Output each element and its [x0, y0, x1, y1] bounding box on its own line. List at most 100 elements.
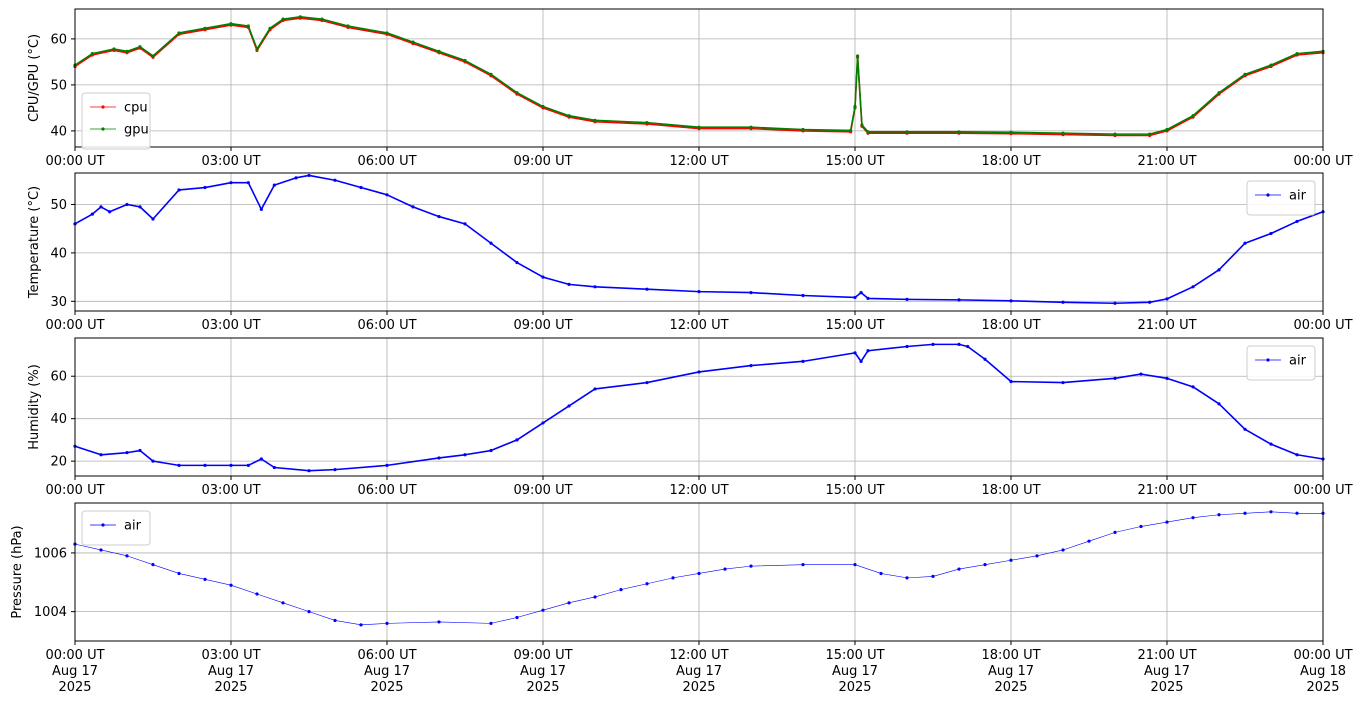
data-point-air — [541, 608, 545, 612]
data-point-air — [966, 344, 970, 349]
data-point-air — [957, 342, 961, 346]
data-point-air — [957, 298, 961, 302]
chart-panel-4: 00:00 UT Aug 17 2025 03:00 UT Aug 17 2025 06:0… — [10, 502, 1353, 695]
data-point-air — [246, 463, 250, 467]
data-point-air — [619, 588, 623, 592]
x-tick-label: 03:00 UT — [201, 318, 260, 333]
data-point-air — [1113, 376, 1117, 380]
x-tick-label: 00:00 UT Aug 18 2025 — [1293, 648, 1352, 695]
x-tick-label: 06:00 UT — [357, 318, 416, 333]
x-tick-label: 00:00 UT — [1293, 318, 1352, 333]
y-axis-label: CPU/GPU (°C) — [27, 34, 42, 122]
data-point-air — [307, 173, 311, 178]
data-point-air — [593, 285, 597, 289]
data-point-air — [1061, 380, 1065, 385]
data-point-air — [229, 463, 233, 467]
data-point-air — [567, 282, 571, 286]
data-point-air — [255, 592, 259, 596]
x-tick-label: 18:00 UT Aug 17 2025 — [981, 648, 1040, 695]
data-point-gpu — [138, 45, 142, 49]
data-point-air — [177, 463, 181, 467]
data-point-air — [99, 548, 103, 552]
data-point-air — [983, 357, 987, 361]
data-point-air — [905, 344, 909, 349]
data-point-air — [437, 456, 441, 460]
data-point-air — [697, 290, 701, 294]
y-tick-label: 60 — [50, 370, 67, 385]
data-point-air — [125, 451, 129, 455]
data-point-air — [515, 260, 519, 265]
data-point-air — [515, 438, 519, 442]
data-point-gpu — [229, 22, 233, 26]
data-point-air — [90, 212, 94, 216]
data-point-gpu — [1165, 127, 1169, 132]
x-tick-label: 03:00 UT — [201, 154, 260, 169]
data-point-air — [203, 185, 207, 190]
data-point-gpu — [749, 125, 753, 129]
data-point-gpu — [801, 127, 805, 132]
x-tick-label: 06:00 UT — [357, 154, 416, 169]
data-point-gpu — [905, 130, 909, 134]
data-point-air — [853, 295, 857, 300]
series-line-air — [74, 343, 1324, 472]
data-point-air — [983, 563, 987, 567]
legend-swatch-marker — [101, 523, 105, 527]
data-point-gpu — [856, 54, 860, 58]
data-point-gpu — [645, 121, 649, 125]
data-point-gpu — [489, 72, 493, 76]
data-point-gpu — [177, 31, 181, 35]
data-point-air — [866, 349, 870, 353]
x-tick-label: 18:00 UT — [981, 483, 1040, 498]
x-tick-label: 00:00 UT Aug 17 2025 — [45, 648, 104, 695]
data-point-gpu — [281, 17, 285, 21]
data-point-air — [272, 465, 276, 470]
data-point-air — [138, 448, 142, 453]
data-point-air — [1243, 427, 1247, 431]
data-point-air — [1139, 372, 1143, 376]
data-point-air — [99, 453, 103, 457]
data-point-air — [151, 217, 155, 221]
data-point-air — [1191, 285, 1195, 289]
y-axis-label: Pressure (hPa) — [10, 525, 25, 618]
data-point-air — [671, 576, 675, 580]
legend: air — [81, 510, 151, 546]
data-point-air — [859, 291, 863, 295]
data-point-air — [281, 601, 285, 605]
legend: cpu gpu — [81, 92, 151, 150]
data-point-gpu — [860, 123, 864, 127]
data-point-air — [1009, 558, 1013, 562]
x-tick-label: 06:00 UT — [357, 483, 416, 498]
data-point-air — [645, 582, 649, 586]
y-tick-label: 40 — [50, 124, 67, 139]
legend-label-air: air — [1289, 354, 1307, 369]
data-point-air — [151, 459, 155, 463]
data-point-air — [177, 188, 181, 192]
data-point-air — [1148, 300, 1152, 304]
data-point-air — [1165, 376, 1169, 380]
data-point-air — [259, 207, 263, 211]
data-point-air — [567, 404, 571, 408]
data-point-air — [1295, 219, 1299, 224]
data-point-air — [1087, 539, 1091, 543]
data-point-air — [333, 468, 337, 472]
data-point-air — [801, 359, 805, 363]
data-point-gpu — [255, 47, 259, 51]
data-point-gpu — [268, 26, 272, 30]
data-point-gpu — [411, 40, 415, 44]
x-tick-label: 15:00 UT — [825, 154, 884, 169]
x-tick-label: 09:00 UT — [513, 483, 572, 498]
data-point-air — [541, 275, 545, 279]
chart-panel-2: 00:00 UT 03:00 UT 06:00 UT 09:00 UT 12:00 UT… — [27, 172, 1353, 333]
data-point-air — [246, 181, 250, 185]
data-point-gpu — [697, 125, 701, 129]
data-point-gpu — [567, 114, 571, 118]
x-tick-label: 09:00 UT — [513, 318, 572, 333]
x-tick-label: 21:00 UT Aug 17 2025 — [1137, 648, 1196, 695]
data-point-air — [203, 577, 207, 581]
y-tick-label: 1006 — [34, 546, 67, 561]
x-tick-label: 12:00 UT — [669, 154, 728, 169]
legend-box — [81, 510, 151, 546]
x-tick-label: 09:00 UT Aug 17 2025 — [513, 648, 572, 695]
data-point-air — [125, 202, 129, 207]
